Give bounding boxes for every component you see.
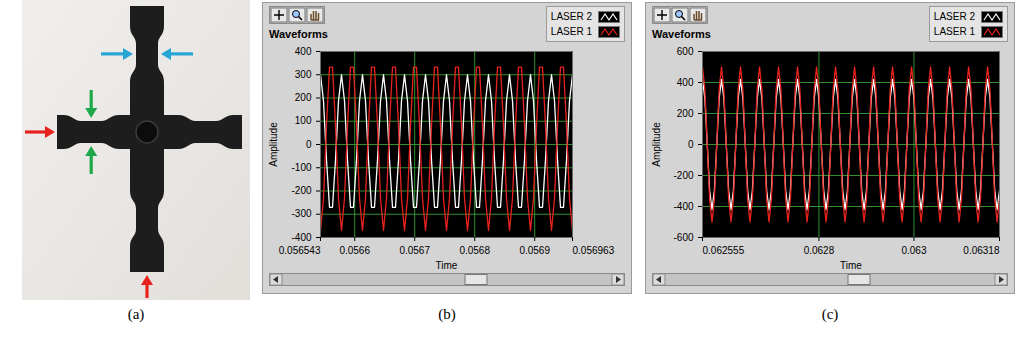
svg-text:0.0567: 0.0567 bbox=[399, 245, 430, 256]
svg-text:0.06318: 0.06318 bbox=[963, 245, 1000, 256]
svg-text:0.063: 0.063 bbox=[901, 245, 926, 256]
html-text:Waveforms: Waveforms bbox=[269, 28, 328, 40]
svg-text:0.062555: 0.062555 bbox=[703, 245, 745, 256]
svg-text:Amplitude: Amplitude bbox=[651, 122, 662, 167]
svg-text:0.0568: 0.0568 bbox=[459, 245, 490, 256]
svg-text:400: 400 bbox=[295, 46, 312, 57]
svg-text:Time: Time bbox=[436, 260, 458, 271]
html-text:(a): (a) bbox=[127, 306, 145, 322]
svg-text:Amplitude: Amplitude bbox=[268, 122, 279, 167]
svg-text:-300: -300 bbox=[291, 208, 311, 219]
svg-text:-400: -400 bbox=[673, 201, 693, 212]
svg-text:0.0628: 0.0628 bbox=[804, 245, 835, 256]
html-text:LASER 2: LASER 2 bbox=[550, 11, 592, 22]
svg-text:300: 300 bbox=[295, 69, 312, 80]
html-text:LASER 1: LASER 1 bbox=[933, 26, 975, 37]
svg-text:-200: -200 bbox=[291, 185, 311, 196]
svg-text:-100: -100 bbox=[291, 162, 311, 173]
svg-text:200: 200 bbox=[677, 108, 694, 119]
svg-text:-400: -400 bbox=[291, 232, 311, 243]
svg-text:-200: -200 bbox=[673, 170, 693, 181]
html-text:(c): (c) bbox=[821, 306, 839, 322]
html-text:Waveforms: Waveforms bbox=[652, 28, 711, 40]
html-text:(b): (b) bbox=[438, 306, 456, 322]
svg-text:400: 400 bbox=[677, 77, 694, 88]
html-text:LASER 1: LASER 1 bbox=[550, 26, 592, 37]
svg-text:0.0569: 0.0569 bbox=[519, 245, 550, 256]
svg-text:0.056543: 0.056543 bbox=[279, 245, 321, 256]
svg-text:100: 100 bbox=[295, 115, 312, 126]
svg-text:200: 200 bbox=[295, 92, 312, 103]
svg-text:600: 600 bbox=[677, 46, 694, 57]
svg-text:0: 0 bbox=[306, 139, 312, 150]
svg-text:0.0566: 0.0566 bbox=[339, 245, 370, 256]
svg-text:0.056963: 0.056963 bbox=[573, 245, 615, 256]
svg-text:0: 0 bbox=[688, 139, 694, 150]
html-text:LASER 2: LASER 2 bbox=[933, 11, 975, 22]
svg-text:Time: Time bbox=[840, 260, 862, 271]
svg-text:-600: -600 bbox=[673, 232, 693, 243]
